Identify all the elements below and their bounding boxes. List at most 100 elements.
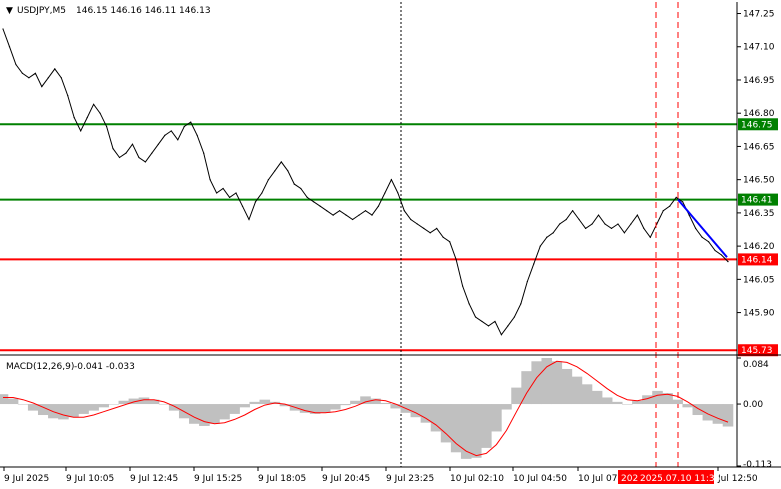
macd-bar-58	[581, 384, 593, 405]
symbol-dropdown-icon[interactable]: ▼	[6, 6, 13, 16]
highlight-time-clipped: 202	[621, 474, 638, 484]
price-point-20	[131, 143, 134, 145]
price-point-106	[688, 214, 690, 216]
price-point-51	[332, 214, 334, 216]
macd-bar-49	[491, 404, 502, 432]
macd-bar-57	[571, 376, 583, 405]
price-point-56	[364, 210, 367, 212]
time-label-8: 10 Jul 04:50	[513, 474, 567, 484]
price-point-19	[125, 152, 127, 154]
price-point-27	[177, 139, 179, 141]
symbol-label[interactable]: USDJPY,M5	[17, 6, 66, 16]
price-point-59	[384, 192, 386, 194]
price-point-109	[707, 241, 710, 243]
price-tick-label-7: 146.20	[743, 242, 775, 252]
macd-bar-16	[158, 404, 170, 405]
price-point-50	[326, 210, 328, 212]
price-point-111	[720, 254, 723, 256]
price-axis: 147.25 147.10 146.95 146.80 146.65 146.50 146.…	[737, 10, 775, 319]
price-point-78	[507, 325, 509, 327]
price-point-94	[610, 227, 613, 229]
macd-bar-10	[98, 404, 109, 408]
macd-bar-71	[712, 404, 724, 424]
price-point-7	[47, 77, 49, 79]
macd-bar-42	[420, 404, 432, 423]
price-point-99	[643, 227, 645, 229]
price-point-86	[559, 223, 561, 225]
price-point-29	[190, 121, 192, 123]
macd-bar-21	[209, 404, 220, 424]
time-label-10: Jul 12:50	[717, 474, 758, 484]
macd-bar-8	[78, 404, 89, 414]
level-tag-bg-146.14	[738, 253, 778, 266]
price-point-48	[313, 201, 315, 203]
macd-min-label: -0.113	[743, 460, 772, 470]
macd-bar-52	[521, 371, 532, 405]
macd-bar-55	[551, 361, 563, 405]
macd-bar-67	[672, 399, 683, 405]
macd-bar-51	[511, 387, 522, 405]
price-point-42	[274, 170, 276, 172]
price-point-9	[60, 77, 62, 79]
price-point-5	[34, 72, 36, 74]
price-point-36	[235, 192, 237, 194]
price-point-103	[669, 205, 671, 207]
price-point-47	[306, 196, 308, 198]
macd-bar-62	[622, 404, 633, 405]
macd-bar-12	[118, 400, 130, 405]
macd-zero-label: 0.00	[743, 400, 763, 410]
price-tick-label-2: 146.95	[743, 76, 775, 86]
price-point-31	[203, 152, 205, 154]
level-tag-bg-146.41	[738, 193, 778, 206]
macd-bar-17	[168, 404, 180, 411]
price-point-1	[8, 46, 11, 48]
price-point-37	[241, 205, 244, 207]
price-point-34	[222, 187, 224, 190]
macd-bar-25	[249, 401, 261, 405]
macd-bar-60	[601, 397, 613, 405]
macd-plot[interactable]	[0, 358, 734, 459]
price-point-66	[429, 232, 431, 234]
price-plot[interactable]	[2, 28, 729, 336]
price-point-53	[345, 214, 347, 216]
price-point-65	[423, 227, 425, 229]
price-point-12	[80, 130, 82, 132]
macd-bar-53	[531, 361, 542, 405]
price-point-17	[112, 148, 114, 150]
time-label-4: 9 Jul 18:05	[258, 474, 306, 484]
price-point-23	[151, 152, 153, 154]
price-point-81	[526, 280, 528, 283]
price-point-90	[584, 227, 587, 229]
price-point-39	[254, 201, 257, 203]
macd-bar-64	[642, 395, 653, 405]
level-tag-bg-145.73	[738, 344, 778, 357]
macd-bar-41	[410, 404, 422, 418]
level-lines	[0, 123, 737, 352]
price-point-73	[474, 316, 477, 318]
price-point-93	[604, 223, 606, 225]
macd-bar-36	[360, 396, 371, 405]
price-point-0	[2, 28, 4, 30]
macd-bar-6	[58, 404, 69, 420]
price-point-3	[21, 72, 24, 74]
price-tick-label-5: 146.50	[743, 176, 775, 186]
highlight-time-tag-bg	[618, 470, 714, 484]
price-point-97	[630, 223, 632, 225]
price-point-52	[339, 210, 341, 212]
price-point-92	[597, 214, 600, 216]
price-point-2	[15, 63, 17, 66]
macd-label: MACD(12,26,9)	[6, 362, 74, 372]
price-point-63	[410, 218, 412, 221]
price-point-43	[280, 161, 282, 163]
price-point-98	[636, 214, 638, 216]
macd-bar-43	[430, 404, 442, 432]
price-point-67	[436, 227, 438, 229]
price-point-70	[455, 258, 457, 261]
macd-values: -0.041 -0.033	[74, 362, 135, 372]
price-tick-label-9: 145.90	[743, 309, 775, 319]
price-point-30	[196, 134, 198, 136]
price-point-82	[533, 263, 535, 265]
macd-bar-9	[88, 404, 99, 411]
level-tag-146.75: 146.75	[741, 120, 773, 130]
